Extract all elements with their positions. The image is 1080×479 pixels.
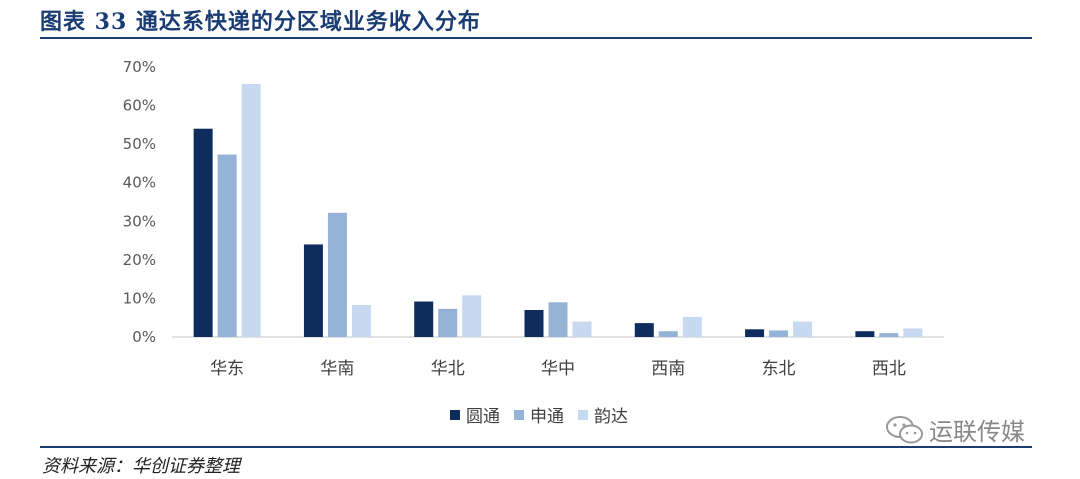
legend-label-yunda: 韵达	[594, 407, 628, 427]
bar	[879, 333, 899, 337]
legend-item-shentong: 申通	[514, 402, 564, 427]
bar	[855, 331, 875, 337]
bar	[682, 316, 702, 337]
legend-label-yuantong: 圆通	[466, 407, 500, 427]
bar	[745, 329, 765, 337]
bar	[241, 83, 261, 337]
legend: 圆通 申通 韵达	[450, 402, 628, 427]
bar	[548, 302, 568, 337]
y-tick-label: 50%	[123, 135, 156, 153]
bar	[217, 154, 237, 337]
x-category-label: 华北	[431, 359, 465, 379]
legend-item-yunda: 韵达	[578, 402, 628, 427]
legend-swatch-yunda	[578, 409, 588, 420]
legend-swatch-yuantong	[450, 409, 460, 420]
bar	[414, 301, 434, 337]
bar	[351, 304, 371, 337]
header-rule	[40, 37, 1032, 39]
bar	[327, 212, 347, 337]
footer-rule	[40, 446, 1032, 448]
y-tick-label: 0%	[132, 328, 156, 346]
y-tick-label: 10%	[123, 289, 156, 307]
legend-label-shentong: 申通	[530, 407, 564, 427]
bar	[572, 321, 592, 337]
bar	[303, 244, 323, 337]
wechat-icon	[886, 415, 923, 443]
bar	[634, 323, 654, 337]
x-category-label: 华南	[320, 359, 354, 379]
x-category-label: 西北	[872, 359, 906, 379]
bar	[462, 295, 482, 337]
bar	[524, 310, 544, 337]
legend-swatch-shentong	[514, 409, 524, 420]
watermark: 运联传媒	[885, 412, 1025, 447]
chart-title: 图表 33 通达系快递的分区域业务收入分布	[40, 9, 481, 35]
bar	[658, 331, 678, 337]
y-tick-label: 20%	[123, 251, 156, 269]
y-tick-label: 70%	[123, 58, 156, 76]
x-category-label: 华东	[210, 359, 244, 379]
bar	[193, 128, 213, 337]
source-note: 资料来源：华创证券整理	[42, 456, 240, 477]
bar	[903, 328, 923, 337]
x-category-label: 西南	[651, 359, 685, 379]
legend-item-yuantong: 圆通	[450, 402, 500, 427]
bar	[438, 308, 458, 337]
bar	[769, 330, 789, 337]
y-tick-label: 30%	[123, 212, 156, 230]
x-category-label: 东北	[762, 359, 796, 379]
bar	[793, 321, 813, 337]
y-tick-label: 60%	[123, 97, 156, 115]
x-category-label: 华中	[541, 359, 575, 379]
watermark-text: 运联传媒	[929, 418, 1025, 446]
y-tick-label: 40%	[123, 174, 156, 192]
